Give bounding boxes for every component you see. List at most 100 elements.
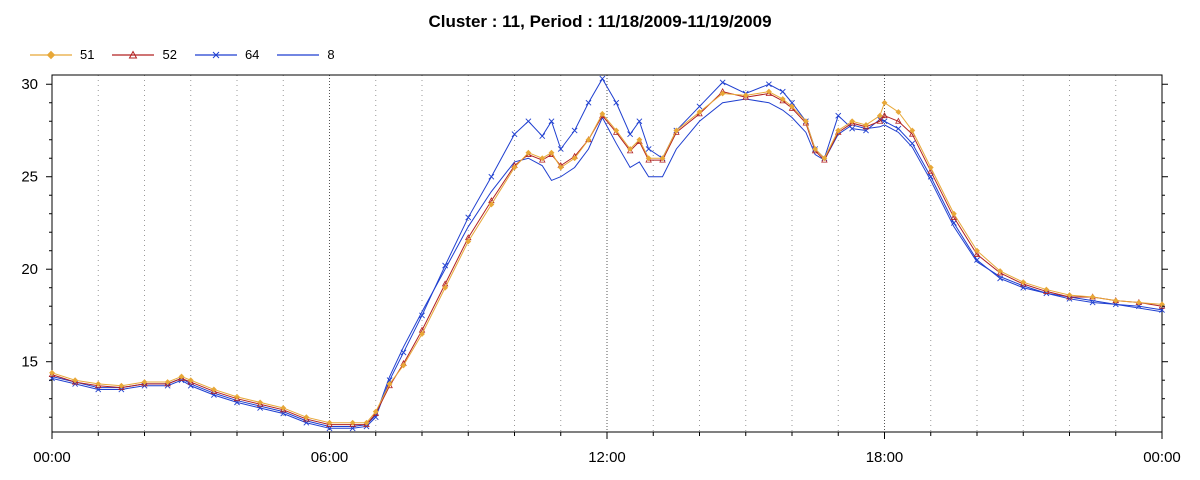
- point-64: [835, 112, 842, 119]
- point-51: [257, 399, 264, 406]
- point-51: [895, 109, 902, 115]
- point-51: [673, 127, 680, 134]
- point-51: [326, 419, 333, 426]
- x-tick-label: 12:00: [588, 449, 626, 466]
- point-51: [779, 96, 786, 102]
- point-64: [636, 118, 643, 125]
- point-52: [895, 117, 902, 124]
- point-51: [863, 122, 869, 128]
- point-51: [599, 110, 606, 117]
- series-line-51: [51, 91, 1163, 424]
- chart-legend: 51 52 64 8: [30, 47, 335, 62]
- x-tick-label: 06:00: [311, 449, 349, 466]
- point-51: [645, 155, 652, 162]
- point-51: [363, 419, 370, 426]
- legend-swatch-8: [277, 53, 320, 56]
- legend-swatch-52: [112, 49, 155, 58]
- point-52: [950, 213, 958, 220]
- point-51: [1020, 279, 1027, 286]
- y-tick-label: 30: [21, 76, 38, 93]
- point-64: [585, 99, 592, 106]
- point-64: [465, 214, 472, 221]
- point-51: [1159, 301, 1165, 308]
- point-64: [765, 81, 772, 88]
- point-64: [719, 79, 726, 86]
- point-64: [997, 275, 1004, 282]
- point-51: [548, 149, 555, 156]
- point-51: [280, 405, 287, 411]
- point-51: [571, 155, 578, 162]
- point-51: [372, 408, 379, 415]
- point-64: [488, 173, 495, 180]
- point-51: [997, 268, 1004, 274]
- y-tick-label: 25: [21, 169, 38, 186]
- point-64: [539, 133, 546, 139]
- x-tick-label: 00:00: [1143, 449, 1181, 466]
- point-51: [613, 127, 620, 134]
- point-64: [557, 146, 564, 152]
- point-51: [636, 136, 643, 143]
- point-51: [178, 373, 185, 380]
- point-51: [950, 210, 957, 217]
- y-tick-label: 20: [21, 261, 38, 278]
- point-51: [400, 362, 407, 369]
- legend-item-52: 52: [112, 47, 177, 62]
- point-51: [95, 380, 102, 387]
- point-51: [659, 155, 666, 162]
- point-64: [599, 75, 606, 82]
- point-64: [627, 131, 634, 138]
- point-51: [511, 164, 518, 171]
- point-51: [821, 155, 828, 162]
- point-51: [465, 238, 472, 245]
- point-51: [881, 99, 888, 106]
- point-64: [525, 118, 532, 125]
- point-51: [627, 146, 634, 152]
- legend-label-64: 64: [244, 47, 260, 62]
- series-line-8: [51, 98, 1163, 427]
- point-64: [1089, 299, 1096, 306]
- x-tick-label: 00:00: [33, 449, 71, 466]
- point-52: [876, 117, 884, 124]
- point-64: [511, 131, 518, 138]
- legend-swatch-51: [30, 50, 72, 59]
- point-51: [118, 382, 125, 389]
- point-52: [973, 250, 981, 257]
- point-64: [849, 125, 856, 132]
- point-51: [419, 331, 425, 337]
- point-64: [645, 146, 652, 152]
- point-51: [141, 379, 148, 385]
- point-51: [849, 118, 856, 125]
- point-51: [876, 112, 883, 119]
- point-51: [539, 155, 546, 162]
- legend-swatch-64: [194, 51, 237, 58]
- point-51: [909, 127, 916, 134]
- series-layer: [48, 75, 1166, 432]
- point-51: [742, 92, 749, 99]
- point-51: [349, 419, 356, 426]
- point-64: [571, 127, 578, 134]
- point-64: [895, 125, 902, 132]
- legend-label-52: 52: [162, 47, 177, 62]
- point-51: [187, 377, 194, 384]
- point-51: [802, 118, 809, 125]
- point-64: [974, 257, 980, 263]
- point-51: [442, 284, 449, 291]
- point-51: [49, 369, 55, 376]
- point-52: [881, 112, 888, 119]
- point-64: [613, 99, 620, 106]
- series-line-64: [51, 77, 1163, 429]
- point-51: [927, 164, 934, 171]
- point-51: [303, 414, 310, 421]
- point-51: [696, 109, 703, 115]
- point-64: [442, 262, 449, 269]
- legend-label-8: 8: [327, 47, 335, 62]
- point-51: [488, 201, 495, 208]
- point-51: [525, 149, 532, 156]
- y-tick-label: 15: [21, 354, 38, 371]
- point-51: [1135, 299, 1142, 306]
- series-51: [49, 88, 1165, 426]
- point-51: [765, 88, 772, 95]
- point-51: [1066, 292, 1073, 299]
- legend-label-51: 51: [80, 47, 95, 62]
